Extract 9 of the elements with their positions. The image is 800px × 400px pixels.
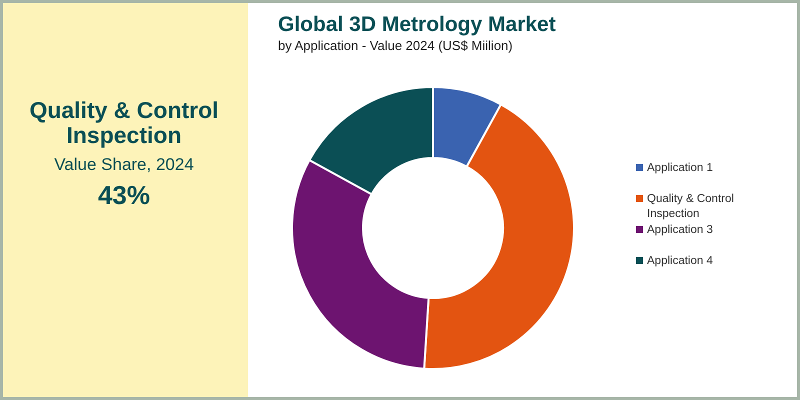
text: Quality & Control Inspection — [29, 97, 219, 148]
legend-label: Application 1 — [647, 162, 713, 174]
legend-label: Application 3 — [647, 224, 713, 236]
legend-label: Application 4 — [647, 255, 714, 267]
legend-label: Quality & Control Inspection — [647, 193, 734, 220]
text: 43% — [98, 180, 150, 210]
chart-subtitle: by Application - Value 2024 (US$ Miilion) — [278, 38, 513, 53]
chart-title: Global 3D Metrology Market — [278, 13, 556, 36]
text: Value Share, 2024 — [54, 155, 194, 174]
